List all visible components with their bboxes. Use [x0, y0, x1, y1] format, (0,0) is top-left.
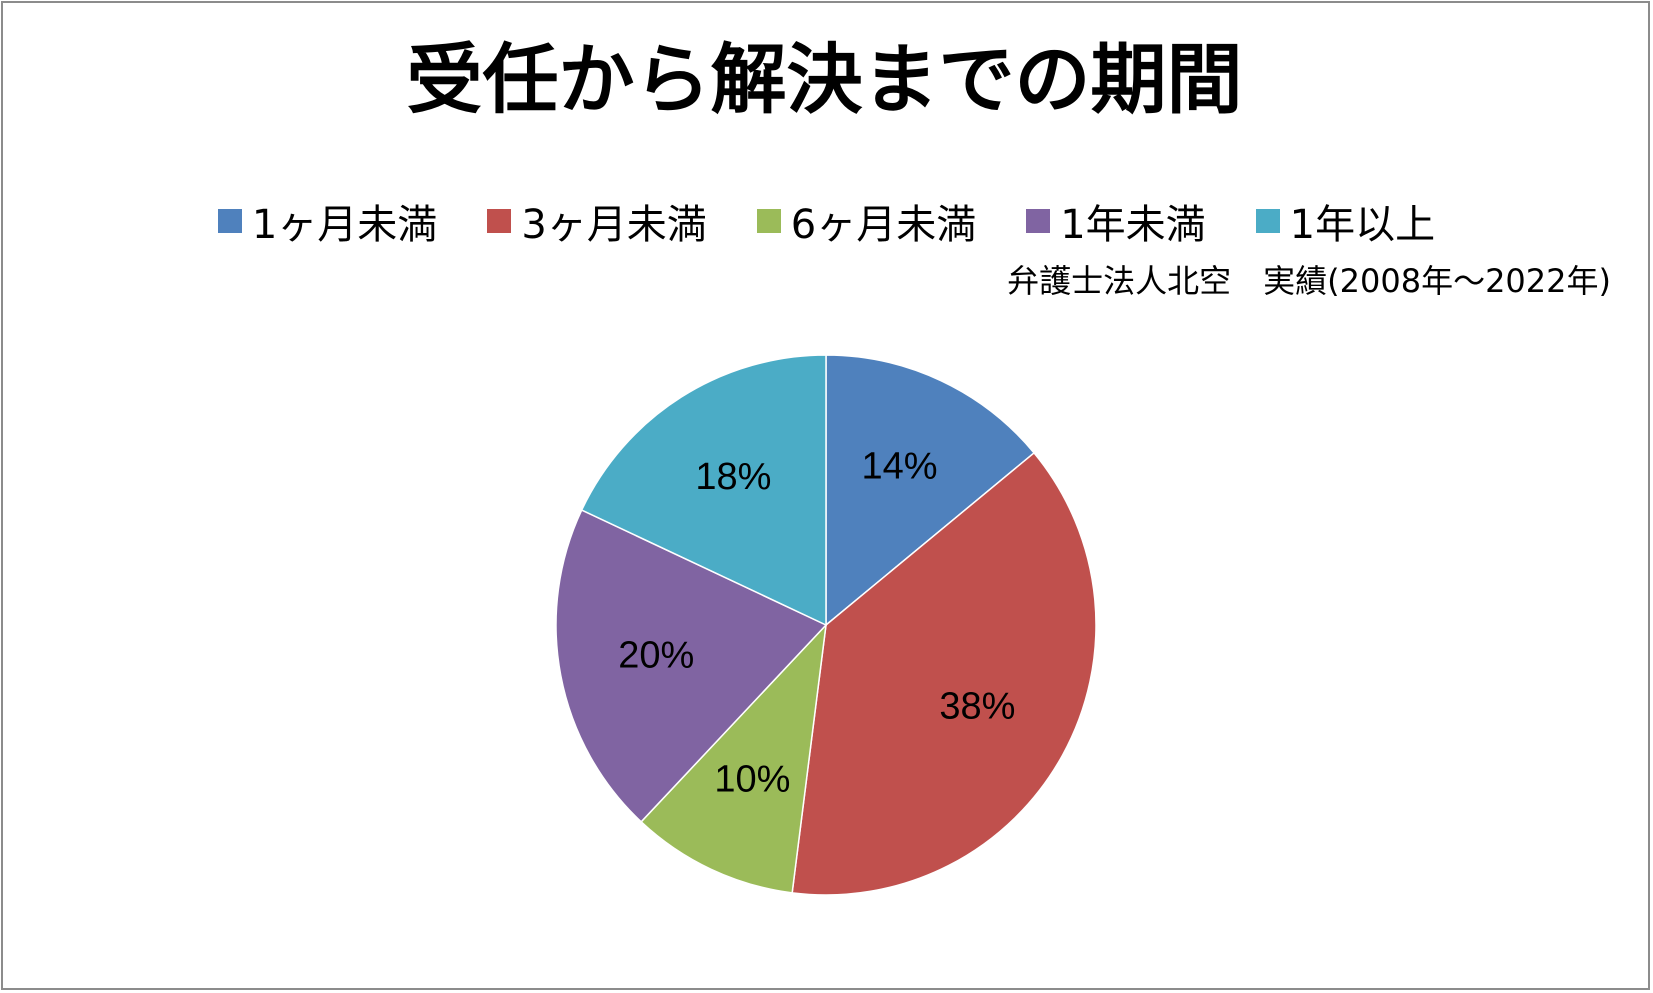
legend-label-3: 6ヶ月未満 [790, 202, 977, 248]
legend-label-2: 3ヶ月未満 [521, 202, 707, 248]
source-note: 弁護士法人北空 実績(2008年～2022年) [1007, 262, 1611, 300]
legend-item-3: 6ヶ月未満 [756, 192, 977, 250]
legend-label-1: 1ヶ月未満 [251, 202, 438, 248]
legend-item-1: 1ヶ月未満 [217, 192, 438, 250]
legend-label-5: 1年以上 [1289, 202, 1436, 248]
data-label-4: 20% [618, 634, 694, 676]
legend-swatch-3 [756, 209, 781, 233]
pie-slice-1 [825, 354, 1036, 627]
legend-swatch-2 [487, 209, 512, 233]
data-label-2: 38% [939, 685, 1015, 727]
pie-slice-2 [791, 451, 1097, 896]
legend-swatch-4 [1026, 209, 1051, 233]
pie-slice-3 [640, 622, 828, 894]
legend-swatch-1 [217, 209, 242, 233]
chart-title: 受任から解決までの期間 [406, 35, 1243, 124]
legend-item-5: 1年以上 [1255, 192, 1436, 250]
legend-item-2: 3ヶ月未満 [487, 192, 707, 250]
pie-slice-5 [580, 354, 827, 627]
data-label-5: 18% [695, 456, 771, 498]
legend-swatch-5 [1255, 209, 1280, 233]
pie-slice-4 [555, 509, 828, 823]
legend-label-4: 1年未満 [1060, 202, 1206, 248]
legend-item-4: 1年未満 [1026, 192, 1206, 250]
data-label-3: 10% [714, 758, 790, 800]
data-label-1: 14% [862, 446, 938, 488]
chart-legend: 1ヶ月未満 3ヶ月未満 6ヶ月未満 1年未満 1年以上 [0, 192, 1653, 250]
